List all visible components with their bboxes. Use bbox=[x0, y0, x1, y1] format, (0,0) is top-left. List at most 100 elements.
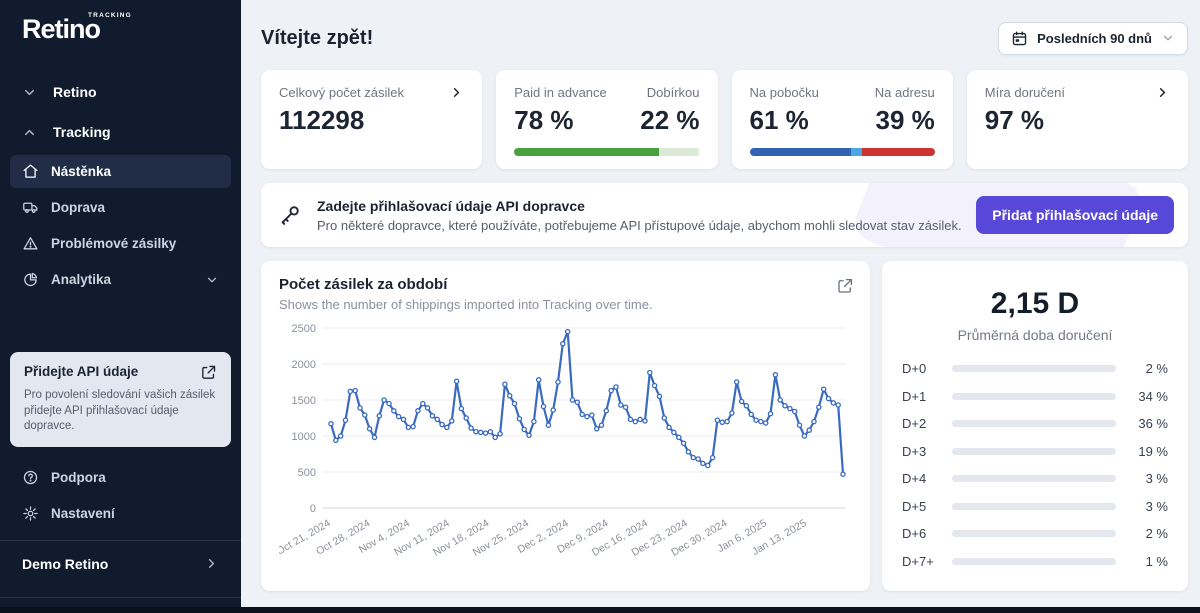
api-credentials-banner: Zadejte přihlašovací údaje API dopravce … bbox=[261, 183, 1188, 247]
account-name: Demo Retino bbox=[22, 555, 109, 572]
delivery-bar-track bbox=[952, 392, 1116, 400]
sidebar-item-analytika[interactable]: Analytika bbox=[10, 263, 231, 296]
delivery-bar-track bbox=[952, 365, 1116, 372]
delivery-bucket-label: D+6 bbox=[902, 526, 927, 541]
shipments-chart-card: Počet zásilek za období Shows the number… bbox=[261, 261, 870, 591]
chevron-right-icon bbox=[204, 556, 219, 571]
delivery-row-d3: D+3 19 % bbox=[902, 444, 1168, 459]
delivery-bucket-label: D+1 bbox=[902, 388, 927, 404]
delivery-bucket-value: 2 % bbox=[1145, 361, 1168, 376]
delivery-bucket-label: D+5 bbox=[902, 498, 927, 514]
date-range-selector[interactable]: Posledních 90 dnů bbox=[998, 21, 1188, 55]
sidebar-item-label: Doprava bbox=[51, 200, 106, 215]
stat-card-delivery-rate: Míra doručení 97 % bbox=[966, 70, 1188, 169]
delivery-row-d4: D+4 3 % bbox=[902, 471, 1168, 486]
sidebar-item-doprava[interactable]: Doprava bbox=[10, 191, 231, 224]
sidebar-item-problemove-zasilky[interactable]: Problémové zásilky bbox=[10, 227, 231, 260]
sidebar-group-retino[interactable]: Retino bbox=[0, 72, 241, 112]
delivery-bucket-value: 3 % bbox=[1145, 471, 1168, 486]
na-pobocku-light-segment bbox=[851, 148, 863, 156]
sidebar-divider bbox=[0, 596, 241, 598]
paid-in-advance-segment bbox=[514, 148, 659, 156]
retino-logo[interactable]: Retino TRACKING bbox=[0, 0, 241, 58]
delivery-bucket-value: 2 % bbox=[1145, 526, 1168, 541]
delivery-bar-track bbox=[952, 447, 1116, 455]
delivery-bucket-label: D+2 bbox=[902, 416, 927, 431]
chart-subtitle: Shows the number of shippings imported i… bbox=[279, 297, 653, 312]
key-icon bbox=[279, 204, 301, 226]
delivery-row-d1: D+1 34 % bbox=[902, 389, 1168, 404]
sidebar-group-tracking[interactable]: Tracking bbox=[0, 112, 241, 152]
delivery-time-panel: 2,15 D Průměrná doba doručení D+0 2 % D+… bbox=[882, 261, 1188, 591]
sidebar-item-label: Nastavení bbox=[51, 505, 115, 521]
stat-value: 112298 bbox=[279, 105, 365, 135]
avg-delivery-label: Průměrná doba doručení bbox=[957, 327, 1113, 343]
svg-text:1500: 1500 bbox=[292, 395, 316, 407]
api-promo-card[interactable]: Přidejte API údaje Pro povolení sledován… bbox=[10, 352, 231, 447]
delivery-bucket-value: 19 % bbox=[1138, 443, 1168, 459]
delivery-bucket-value: 3 % bbox=[1145, 498, 1168, 514]
delivery-bucket-label: D+4 bbox=[902, 471, 927, 486]
svg-text:500: 500 bbox=[298, 467, 316, 479]
external-link-icon[interactable] bbox=[200, 364, 217, 381]
question-circle-icon bbox=[22, 469, 39, 486]
stat-label: Paid in advance bbox=[514, 85, 607, 100]
delivery-row-d7plus: D+7+ 1 % bbox=[902, 554, 1168, 569]
avg-delivery-time: 2,15 D bbox=[990, 287, 1080, 320]
sidebar: Retino TRACKING Retino Tracking Nástěnka… bbox=[0, 0, 241, 613]
delivery-row-d5: D+5 3 % bbox=[902, 499, 1168, 514]
chevron-right-icon[interactable] bbox=[449, 85, 464, 100]
gear-icon bbox=[22, 505, 39, 522]
delivery-row-d2: D+2 36 % bbox=[902, 416, 1168, 431]
banner-title: Zadejte přihlašovací údaje API dopravce bbox=[317, 197, 585, 214]
svg-text:2000: 2000 bbox=[292, 359, 316, 371]
chevron-down-icon bbox=[1161, 31, 1175, 45]
promo-description: Pro povolení sledování vašich zásilek př… bbox=[24, 389, 216, 433]
dobirkou-segment bbox=[658, 148, 700, 156]
stat-label: Celkový počet zásilek bbox=[279, 85, 404, 100]
page-title: Vítejte zpět! bbox=[261, 26, 374, 49]
chart-title: Počet zásilek za období bbox=[279, 276, 448, 293]
delivery-bar-track bbox=[952, 502, 1116, 510]
chevron-down-icon bbox=[22, 85, 37, 100]
chevron-right-icon[interactable] bbox=[1155, 85, 1170, 100]
svg-text:2500: 2500 bbox=[292, 323, 316, 335]
stat-value: 22 % bbox=[640, 105, 700, 135]
banner-description: Pro některé dopravce, které používáte, p… bbox=[317, 217, 962, 233]
stat-value: 78 % bbox=[514, 105, 574, 135]
delivery-bar-track bbox=[952, 557, 1116, 565]
logo-brand-text: Retino bbox=[22, 14, 101, 44]
sidebar-item-label: Analytika bbox=[51, 272, 112, 287]
stat-label: Míra doručení bbox=[984, 85, 1065, 100]
delivery-bucket-label: D+7+ bbox=[902, 553, 934, 569]
sidebar-divider bbox=[0, 539, 241, 541]
account-switcher[interactable]: Demo Retino bbox=[0, 541, 241, 587]
delivery-bucket-value: 1 % bbox=[1145, 553, 1168, 569]
date-range-label: Posledních 90 dnů bbox=[1037, 30, 1152, 46]
svg-text:1000: 1000 bbox=[292, 431, 316, 443]
logo-tracking-tag: TRACKING bbox=[88, 12, 132, 19]
sidebar-item-nastaveni[interactable]: Nastavení bbox=[10, 497, 231, 530]
delivery-bar-track bbox=[952, 420, 1116, 427]
home-icon bbox=[22, 163, 39, 180]
delivery-bucket-value: 34 % bbox=[1138, 388, 1168, 404]
external-link-icon[interactable] bbox=[836, 277, 854, 295]
stat-label: Na adresu bbox=[874, 85, 935, 100]
stat-card-destination: Na pobočku Na adresu 61 % 39 % bbox=[731, 70, 953, 169]
payment-split-bar bbox=[514, 148, 700, 156]
calendar-icon bbox=[1011, 30, 1028, 47]
na-adresu-segment bbox=[862, 148, 935, 156]
stat-card-total-shipments: Celkový počet zásilek 112298 bbox=[261, 70, 483, 169]
delivery-bucket-label: D+3 bbox=[902, 443, 927, 459]
stat-value: 39 % bbox=[875, 105, 935, 135]
sidebar-item-podpora[interactable]: Podpora bbox=[10, 461, 231, 494]
svg-text:0: 0 bbox=[310, 503, 316, 515]
stat-card-payment-type: Paid in advance Dobírkou 78 % 22 % bbox=[496, 70, 718, 169]
truck-icon bbox=[22, 199, 39, 216]
sidebar-item-label: Problémové zásilky bbox=[51, 236, 177, 251]
chevron-down-icon bbox=[205, 273, 219, 287]
sidebar-item-nastenka[interactable]: Nástěnka bbox=[10, 155, 231, 188]
stat-value: 61 % bbox=[749, 105, 809, 135]
add-credentials-button[interactable]: Přidat přihlašovací údaje bbox=[976, 196, 1174, 234]
